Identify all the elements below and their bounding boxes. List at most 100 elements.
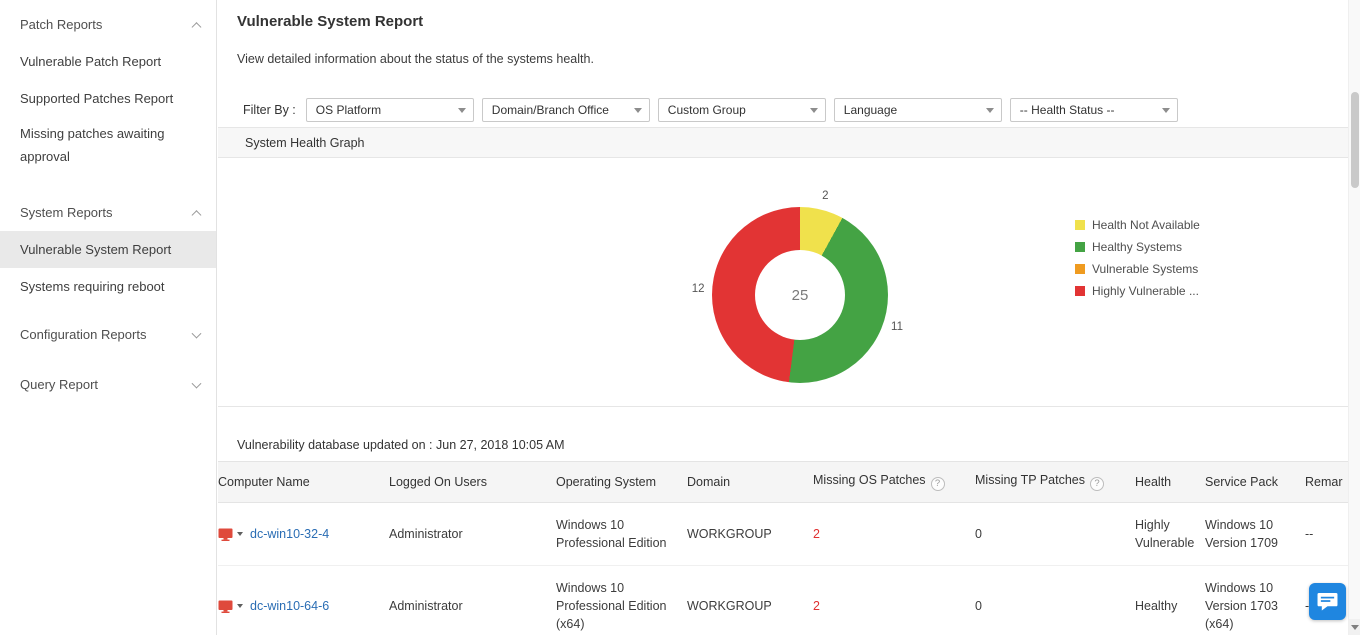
sidebar-item-supported-patches-report[interactable]: Supported Patches Report bbox=[0, 80, 216, 117]
cell-domain: WORKGROUP bbox=[687, 565, 813, 635]
slice-value-label: 11 bbox=[891, 320, 903, 333]
legend-item: Health Not Available bbox=[1075, 214, 1200, 236]
col-label: Remar bbox=[1305, 475, 1343, 489]
col-label: Health bbox=[1135, 475, 1172, 489]
computer-icon bbox=[218, 600, 233, 613]
sidebar-section-patch-reports[interactable]: Patch Reports bbox=[0, 6, 216, 43]
arrow-down-icon bbox=[1351, 624, 1359, 630]
sidebar-item-vulnerable-system-report[interactable]: Vulnerable System Report bbox=[0, 231, 216, 268]
graph-section-header: System Health Graph bbox=[218, 127, 1348, 158]
cell-logged-on-users: Administrator bbox=[389, 502, 556, 566]
chevron-down-icon bbox=[985, 108, 994, 113]
table-row: dc-win10-64-6 Administrator Windows 10 P… bbox=[218, 565, 1348, 635]
table-row: dc-win10-32-4 Administrator Windows 10 P… bbox=[218, 502, 1348, 566]
slice-value-label: 12 bbox=[691, 282, 705, 295]
scrollbar-thumb[interactable] bbox=[1351, 92, 1359, 188]
sidebar-section-configuration-reports[interactable]: Configuration Reports bbox=[0, 316, 216, 353]
slice-value-label: 2 bbox=[822, 190, 829, 203]
filter-custom-group-dropdown[interactable]: Custom Group bbox=[657, 98, 826, 122]
dropdown-value: Custom Group bbox=[667, 103, 746, 117]
legend-swatch bbox=[1075, 220, 1085, 230]
col-operating-system[interactable]: Operating System bbox=[556, 461, 687, 503]
cell-operating-system: Windows 10 Professional Edition (x64) bbox=[556, 565, 687, 635]
cell-missing-tp-patches: 0 bbox=[975, 565, 1135, 635]
cell-service-pack: Windows 10 Version 1709 bbox=[1205, 502, 1305, 566]
cell-service-pack: Windows 10 Version 1703 (x64) bbox=[1205, 565, 1305, 635]
chevron-down-icon bbox=[457, 108, 466, 113]
sidebar-item-label: Vulnerable Patch Report bbox=[20, 54, 162, 69]
computer-name-link[interactable]: dc-win10-32-4 bbox=[250, 527, 330, 541]
filter-os-platform-dropdown[interactable]: OS Platform bbox=[305, 98, 474, 122]
col-missing-tp-patches[interactable]: Missing TP Patches? bbox=[975, 461, 1135, 503]
col-label: Computer Name bbox=[218, 475, 310, 489]
donut-hole: 25 bbox=[755, 250, 845, 340]
col-missing-os-patches[interactable]: Missing OS Patches? bbox=[813, 461, 975, 503]
filter-domain-branch-office-dropdown[interactable]: Domain/Branch Office bbox=[481, 98, 650, 122]
chat-bubble-icon bbox=[1317, 592, 1338, 611]
db-updated-text: Vulnerability database updated on : Jun … bbox=[237, 438, 565, 452]
sidebar-item-label: Vulnerable System Report bbox=[20, 242, 172, 257]
dropdown-value: -- Health Status -- bbox=[1019, 103, 1115, 117]
filter-bar: Filter By : OS Platform Domain/Branch Of… bbox=[243, 98, 1348, 122]
table-header-row: Computer Name Logged On Users Operating … bbox=[218, 461, 1348, 503]
col-health[interactable]: Health bbox=[1135, 461, 1205, 503]
chevron-down-icon bbox=[809, 108, 818, 113]
sidebar-item-missing-patches-awaiting-approval[interactable]: Missing patches awaiting approval bbox=[0, 117, 216, 173]
cell-computer-name: dc-win10-64-6 bbox=[218, 565, 389, 635]
legend-item: Healthy Systems bbox=[1075, 236, 1200, 258]
col-remarks[interactable]: Remar bbox=[1305, 461, 1348, 503]
col-computer-name[interactable]: Computer Name bbox=[218, 461, 389, 503]
vertical-scrollbar[interactable] bbox=[1348, 0, 1360, 635]
chat-button[interactable] bbox=[1309, 583, 1346, 620]
col-service-pack[interactable]: Service Pack bbox=[1205, 461, 1305, 503]
legend-label: Vulnerable Systems bbox=[1092, 262, 1199, 276]
computer-name-link[interactable]: dc-win10-64-6 bbox=[250, 599, 330, 613]
legend-item: Highly Vulnerable ... bbox=[1075, 280, 1200, 302]
sidebar-section-system-reports[interactable]: System Reports bbox=[0, 194, 216, 231]
legend-label: Health Not Available bbox=[1092, 218, 1200, 232]
legend-label: Highly Vulnerable ... bbox=[1092, 284, 1199, 298]
cell-computer-name: dc-win10-32-4 bbox=[218, 502, 389, 566]
chevron-down-icon bbox=[191, 328, 202, 339]
section-label: Query Report bbox=[20, 377, 99, 392]
row-expander-caret[interactable] bbox=[237, 604, 243, 608]
filter-health-status-dropdown[interactable]: -- Health Status -- bbox=[1009, 98, 1178, 122]
legend-swatch bbox=[1075, 242, 1085, 252]
chart-canvas: 25 Health Not Available Healthy Systems … bbox=[218, 158, 1348, 407]
dropdown-value: Domain/Branch Office bbox=[491, 103, 609, 117]
sidebar-item-vulnerable-patch-report[interactable]: Vulnerable Patch Report bbox=[0, 43, 216, 80]
chart-legend: Health Not Available Healthy Systems Vul… bbox=[1075, 214, 1200, 302]
help-icon[interactable]: ? bbox=[1090, 477, 1105, 491]
col-label: Service Pack bbox=[1205, 475, 1278, 489]
col-label: Operating System bbox=[556, 475, 657, 489]
chevron-up-icon bbox=[191, 209, 202, 220]
cell-missing-os-patches[interactable]: 2 bbox=[813, 565, 975, 635]
col-logged-on-users[interactable]: Logged On Users bbox=[389, 461, 556, 503]
sidebar-section-query-report[interactable]: Query Report bbox=[0, 366, 216, 403]
col-label: Missing OS Patches bbox=[813, 473, 926, 487]
page-subtitle: View detailed information about the stat… bbox=[237, 52, 594, 66]
section-label: Configuration Reports bbox=[20, 327, 147, 342]
cell-health: Healthy bbox=[1135, 565, 1205, 635]
cell-missing-tp-patches: 0 bbox=[975, 502, 1135, 566]
filter-language-dropdown[interactable]: Language bbox=[833, 98, 1002, 122]
legend-swatch bbox=[1075, 264, 1085, 274]
chevron-down-icon bbox=[633, 108, 642, 113]
donut-chart: 25 bbox=[712, 207, 888, 383]
main-content: Vulnerable System Report View detailed i… bbox=[218, 0, 1348, 635]
sidebar-item-label: Systems requiring reboot bbox=[20, 279, 165, 294]
scroll-down-button[interactable] bbox=[1349, 619, 1360, 635]
legend-item: Vulnerable Systems bbox=[1075, 258, 1200, 280]
col-domain[interactable]: Domain bbox=[687, 461, 813, 503]
donut-total: 25 bbox=[791, 286, 809, 304]
chevron-down-icon bbox=[1161, 108, 1170, 113]
legend-label: Healthy Systems bbox=[1092, 240, 1183, 254]
row-expander-caret[interactable] bbox=[237, 532, 243, 536]
help-icon[interactable]: ? bbox=[930, 477, 945, 491]
cell-missing-os-patches[interactable]: 2 bbox=[813, 502, 975, 566]
col-label: Domain bbox=[687, 475, 731, 489]
cell-operating-system: Windows 10 Professional Edition bbox=[556, 502, 687, 566]
section-label: System Reports bbox=[20, 205, 113, 220]
sidebar-item-systems-requiring-reboot[interactable]: Systems requiring reboot bbox=[0, 268, 216, 305]
page-title: Vulnerable System Report bbox=[237, 13, 424, 30]
